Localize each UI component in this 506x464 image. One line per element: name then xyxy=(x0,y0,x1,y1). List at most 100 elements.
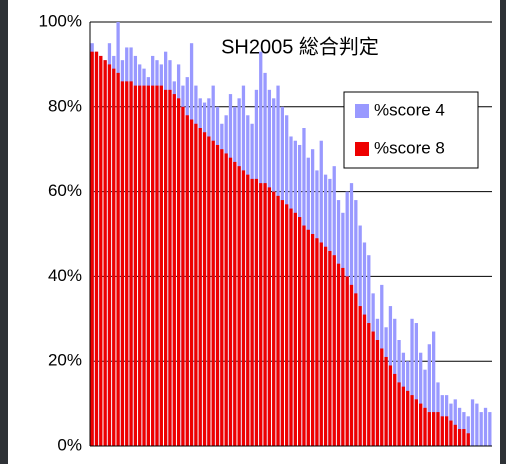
bar xyxy=(457,429,462,446)
bar xyxy=(280,200,284,446)
bar xyxy=(479,412,483,446)
bar xyxy=(112,68,116,446)
bar xyxy=(419,352,423,446)
bar xyxy=(315,238,319,446)
bar xyxy=(164,89,168,446)
bar xyxy=(427,412,431,446)
bar xyxy=(354,293,358,446)
bar xyxy=(410,395,414,446)
bar xyxy=(259,183,263,446)
bar xyxy=(367,323,371,446)
bar xyxy=(319,242,323,446)
bar xyxy=(323,246,328,446)
bar xyxy=(457,407,462,446)
bar xyxy=(462,429,466,446)
bar xyxy=(388,365,393,446)
bar xyxy=(440,416,444,446)
bar xyxy=(427,344,431,446)
bar xyxy=(272,191,276,446)
bar xyxy=(432,331,436,446)
bar xyxy=(302,225,306,446)
bar xyxy=(120,81,125,447)
bar xyxy=(107,64,112,447)
bar xyxy=(168,89,172,446)
bar xyxy=(414,399,418,446)
bar xyxy=(125,81,129,447)
bar xyxy=(423,407,427,446)
bar xyxy=(436,412,440,446)
bar xyxy=(241,170,246,446)
bar xyxy=(285,204,289,446)
bar xyxy=(475,403,479,446)
bar xyxy=(142,85,146,446)
y-tick-label: 20% xyxy=(48,351,82,370)
bar xyxy=(133,85,138,446)
bar xyxy=(237,166,241,446)
bar xyxy=(453,399,457,446)
bar xyxy=(444,416,449,446)
bar xyxy=(310,234,315,446)
bar xyxy=(410,318,414,446)
bar xyxy=(470,399,475,446)
bar xyxy=(151,85,155,446)
bar xyxy=(375,340,380,446)
y-tick-label: 0% xyxy=(57,435,82,454)
bar xyxy=(432,412,436,446)
bar xyxy=(146,85,150,446)
bar xyxy=(401,386,406,446)
bar xyxy=(246,174,250,446)
bar xyxy=(341,267,345,446)
bar xyxy=(224,153,228,446)
y-tick-label: 100% xyxy=(39,11,82,30)
bar xyxy=(358,306,362,446)
bar xyxy=(332,255,336,446)
bar xyxy=(397,382,401,446)
bar xyxy=(393,373,397,446)
bar xyxy=(94,51,99,447)
bar xyxy=(172,94,176,446)
y-tick-label: 40% xyxy=(48,266,82,285)
bar xyxy=(220,149,224,446)
bar xyxy=(306,229,310,446)
bar xyxy=(198,128,202,446)
bar xyxy=(384,356,388,446)
bar xyxy=(267,187,272,447)
bar xyxy=(90,51,94,447)
bar xyxy=(276,195,280,446)
bar xyxy=(263,183,267,446)
bar xyxy=(466,416,470,446)
bar xyxy=(293,212,297,446)
legend-label: %score 8 xyxy=(374,138,445,157)
bar xyxy=(185,115,189,446)
bar xyxy=(483,407,488,446)
bar xyxy=(129,81,133,447)
bar xyxy=(345,276,349,446)
chart-title: SH2005 総合判定 xyxy=(221,35,379,58)
bar xyxy=(116,72,120,446)
y-tick-label: 60% xyxy=(48,181,82,200)
bar xyxy=(228,157,233,446)
bar xyxy=(466,433,470,446)
bar xyxy=(371,331,375,446)
legend-swatch xyxy=(355,142,369,156)
bar xyxy=(202,132,207,447)
legend-swatch xyxy=(355,104,369,118)
bar xyxy=(336,263,341,446)
bar xyxy=(406,390,410,446)
bar xyxy=(488,412,492,446)
bar xyxy=(380,348,384,446)
bar xyxy=(362,314,367,446)
bar xyxy=(328,250,332,446)
bar xyxy=(349,284,354,446)
bar xyxy=(453,424,457,446)
legend-label: %score 4 xyxy=(374,100,445,119)
bar xyxy=(138,85,142,446)
bar xyxy=(462,412,466,446)
bar xyxy=(215,144,220,446)
bar xyxy=(289,208,293,446)
bar xyxy=(159,85,163,446)
bar xyxy=(194,123,198,446)
bar xyxy=(207,136,211,447)
bar xyxy=(211,140,215,446)
